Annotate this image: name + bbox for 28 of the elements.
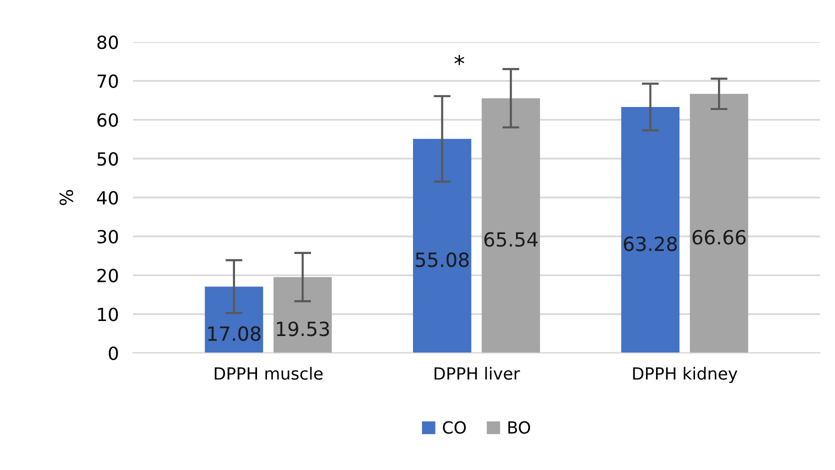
annotation: * xyxy=(454,54,464,66)
data-label: 19.53 xyxy=(276,322,329,336)
y-tick-label: 20 xyxy=(97,268,118,282)
bar xyxy=(621,107,680,353)
bar xyxy=(690,94,748,353)
legend-label: BO xyxy=(508,421,530,434)
legend-label: CO xyxy=(442,421,466,434)
y-tick-label: 40 xyxy=(97,190,118,205)
y-tick-label: 10 xyxy=(98,308,118,322)
x-tick-label: DPPH muscle xyxy=(214,366,323,380)
y-tick-label: 80 xyxy=(97,35,118,50)
bar xyxy=(274,277,332,353)
data-label: 66.66 xyxy=(692,230,746,245)
y-tick-label: 70 xyxy=(98,74,118,88)
y-tick-label: 30 xyxy=(98,230,118,244)
bar xyxy=(413,138,472,353)
y-tick-label: 0 xyxy=(108,346,118,360)
y-tick-label: 50 xyxy=(98,152,118,166)
y-tick-label: 60 xyxy=(97,113,118,127)
bar xyxy=(204,286,264,353)
data-label: 55.08 xyxy=(416,252,469,268)
data-label: 63.28 xyxy=(624,236,677,252)
bar xyxy=(482,98,540,353)
x-tick-label: DPPH liver xyxy=(434,366,520,380)
data-label: 17.08 xyxy=(208,326,260,341)
data-label: 65.54 xyxy=(484,232,538,247)
x-tick-label: DPPH kidney xyxy=(633,366,738,384)
y-axis-title: % xyxy=(60,190,74,206)
